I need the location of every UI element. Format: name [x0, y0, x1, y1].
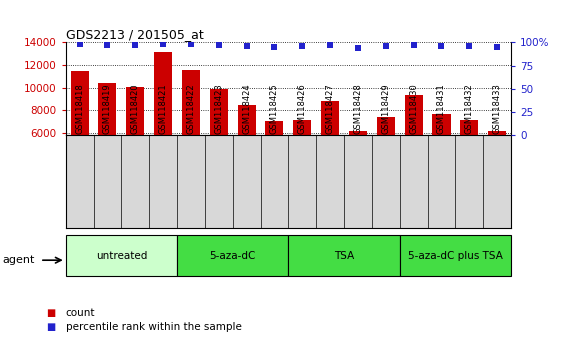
Text: 5-aza-dC: 5-aza-dC	[210, 251, 256, 261]
Bar	[460, 120, 478, 201]
Bar	[177, 235, 288, 276]
Bar	[66, 235, 177, 276]
Point	[242, 44, 251, 49]
Bar	[266, 121, 283, 201]
Point	[159, 41, 168, 47]
Point	[353, 45, 363, 51]
Bar	[154, 52, 172, 201]
Text: percentile rank within the sample: percentile rank within the sample	[66, 322, 242, 332]
Bar	[126, 87, 144, 201]
Bar	[293, 120, 311, 201]
Text: GDS2213 / 201505_at: GDS2213 / 201505_at	[66, 28, 203, 41]
Point	[465, 44, 474, 49]
Point	[103, 42, 112, 48]
Point	[186, 41, 195, 47]
Bar	[400, 235, 511, 276]
Point	[381, 44, 391, 49]
Bar	[488, 131, 506, 201]
Point	[297, 44, 307, 49]
Point	[493, 44, 502, 50]
Point	[409, 42, 418, 48]
Bar	[405, 95, 423, 201]
Point	[437, 44, 446, 49]
Point	[325, 42, 335, 48]
Text: count: count	[66, 308, 95, 318]
Point	[214, 42, 223, 48]
Bar	[321, 101, 339, 201]
Text: TSA: TSA	[334, 251, 354, 261]
Bar	[182, 70, 200, 201]
Bar	[377, 117, 395, 201]
Text: ■: ■	[46, 308, 55, 318]
Bar	[432, 114, 451, 201]
Point	[270, 44, 279, 50]
Text: ■: ■	[46, 322, 55, 332]
Bar	[238, 105, 256, 201]
Bar	[98, 83, 116, 201]
Bar	[288, 235, 400, 276]
Text: 5-aza-dC plus TSA: 5-aza-dC plus TSA	[408, 251, 503, 261]
Text: agent: agent	[3, 255, 35, 265]
Bar	[210, 89, 228, 201]
Text: untreated: untreated	[96, 251, 147, 261]
Bar	[349, 131, 367, 201]
Bar	[71, 71, 89, 201]
Point	[75, 41, 84, 47]
Point	[131, 42, 140, 48]
